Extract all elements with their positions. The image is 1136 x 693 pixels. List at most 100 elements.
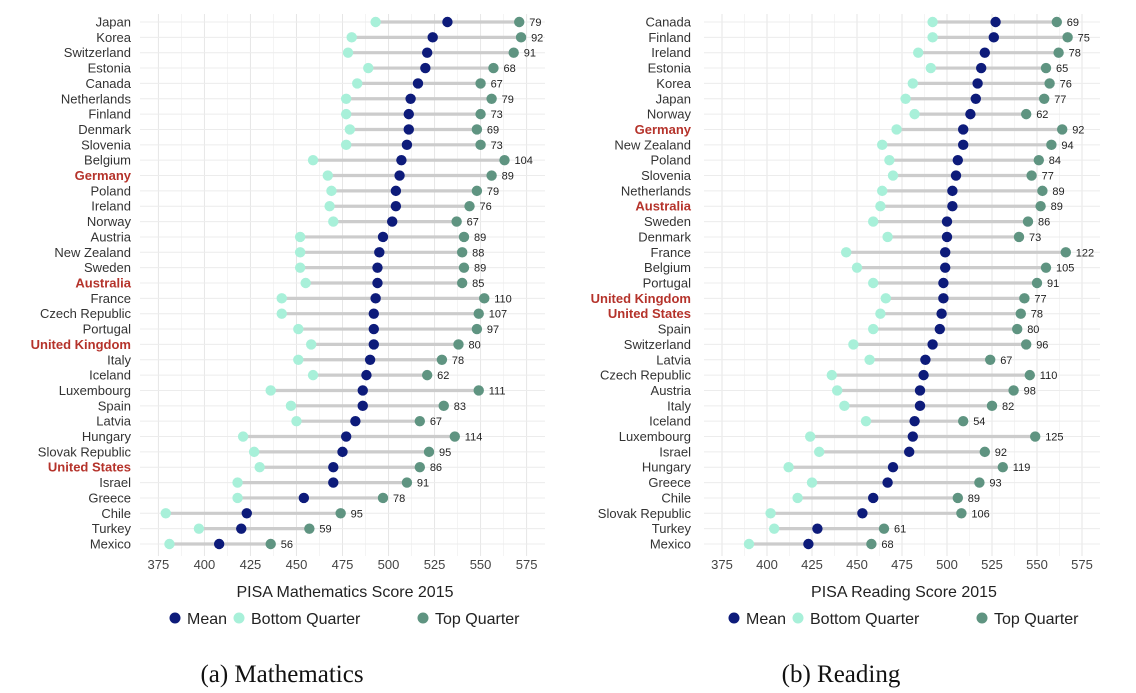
bottom-quarter-point [307,369,319,381]
gap-label: 62 [1036,109,1048,121]
mean-point [909,415,920,427]
gap-label: 82 [1002,401,1014,413]
top-quarter-point [473,385,484,396]
row-hungary: 119 Hungary [642,460,1030,475]
gap-label: 88 [472,247,484,259]
country-label: Latvia [656,352,691,367]
row-spain: 80 Spain [658,322,1040,337]
top-quarter-point [997,462,1008,473]
top-quarter-point [414,415,426,427]
country-label: Japan [656,91,691,106]
mean-point [420,62,431,74]
bottom-quarter-point [193,523,205,534]
mean-point [947,185,958,197]
bottom-quarter-point [805,431,816,442]
top-quarter-legend-icon [976,612,988,624]
row-luxembourg: 125 Luxembourg [619,429,1064,444]
row-france: 122 France [651,245,1095,260]
mean-point [361,369,372,381]
row-estonia: 68 Estonia [88,61,516,76]
country-label: Norway [87,214,132,229]
top-quarter-point [508,47,519,58]
mean-point [368,323,379,335]
mean-point [390,201,402,212]
top-quarter-point [979,446,990,458]
mean-point [401,139,413,151]
bottom-quarter-point [352,78,363,89]
top-quarter-point [1022,216,1034,227]
country-label: Chile [661,490,691,505]
row-norway: 62 Norway [647,107,1049,122]
top-quarter-point [436,354,448,365]
country-label: Australia [75,276,131,291]
bottom-quarter-point [237,431,249,442]
row-chile: 95 Chile [101,506,363,521]
country-label: Belgium [84,153,131,168]
country-label: Ireland [651,45,691,60]
gap-label: 67 [467,217,479,229]
mean-point [377,231,389,243]
bottom-quarter-point [232,477,243,488]
country-label: New Zealand [614,137,691,152]
bottom-quarter-point [841,247,852,258]
gap-label: 77 [1034,293,1046,305]
mean-point [941,231,953,243]
country-label: Netherlands [621,183,692,198]
top-quarter-point [1040,62,1052,74]
country-label: Denmark [78,122,131,137]
row-netherlands: 79 Netherlands [61,91,514,106]
gap-label: 89 [474,232,486,244]
mean-point [887,462,899,473]
row-canada: 69 Canada [645,15,1079,30]
row-austria: 89 Austria [91,229,487,244]
mean-point [938,293,949,304]
bottom-quarter-point [792,492,803,504]
country-label: Spain [658,322,691,337]
row-poland: 79 Poland [91,183,500,198]
bottom-quarter-point [806,477,818,488]
bottom-quarter-point [900,93,911,104]
gap-label: 76 [480,201,492,213]
top-quarter-point [458,231,470,243]
row-turkey: 61 Turkey [652,521,907,536]
bottom-quarter-point [322,170,333,181]
top-quarter-point [1024,369,1036,381]
row-denmark: 69 Denmark [78,122,499,137]
country-label: Mexico [650,537,691,552]
x-tick-label: 375 [148,557,170,572]
row-portugal: 97 Portugal [83,322,500,337]
gap-label: 73 [491,140,503,152]
top-quarter-point [401,477,413,488]
top-quarter-point [479,293,490,304]
top-quarter-point [1031,277,1043,289]
gap-label: 75 [1078,32,1090,44]
row-australia: 89 Australia [635,199,1062,214]
top-quarter-point [986,400,998,412]
row-israel: 92 Israel [659,444,1007,459]
x-tick-label: 425 [801,557,823,572]
mean-point [372,262,383,273]
legend-label: Mean [746,611,786,628]
mean-point [368,339,379,350]
top-quarter-point [985,354,996,365]
country-label: Japan [96,15,131,30]
mean-point [857,508,868,519]
country-label: Switzerland [64,45,131,60]
mean-point [421,47,433,58]
mean-point [952,154,963,166]
legend-label: Top Quarter [994,611,1079,628]
top-quarter-point [423,446,435,458]
top-quarter-point [438,400,449,412]
mean-point [396,154,407,166]
country-label: Australia [635,199,691,214]
gap-label: 107 [489,309,507,321]
top-quarter-point [1020,108,1032,120]
gap-label: 92 [1072,124,1084,136]
mean-point [350,415,361,427]
gap-label: 73 [1029,232,1041,244]
gap-label: 91 [417,478,429,490]
top-quarter-point [1035,201,1046,212]
bottom-quarter-point [913,47,924,58]
gap-label: 89 [1051,201,1063,213]
bottom-quarter-point [265,385,276,396]
